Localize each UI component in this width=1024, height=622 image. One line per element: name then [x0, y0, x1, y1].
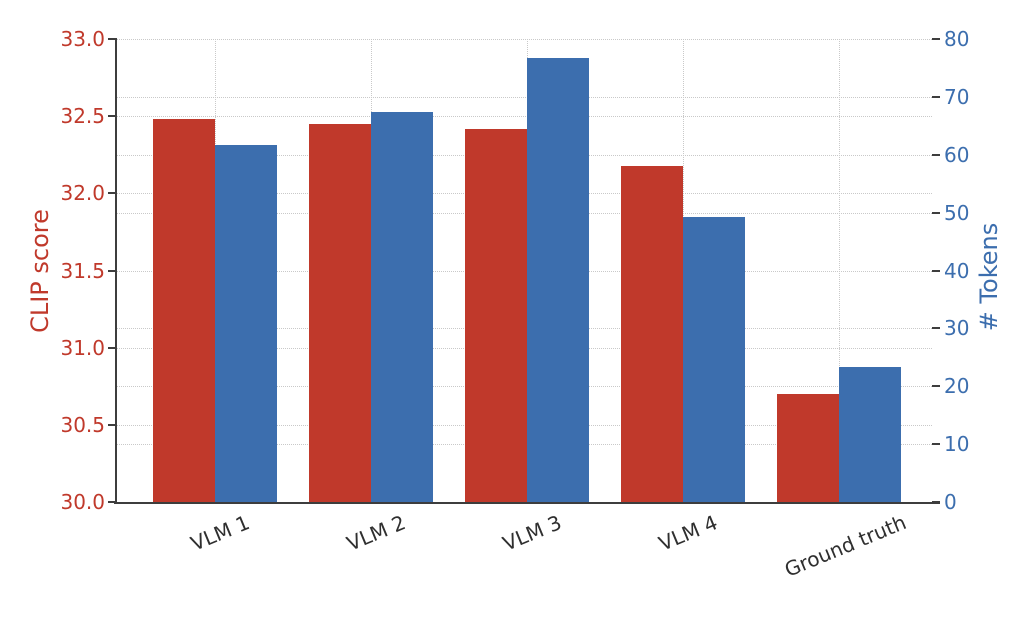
h-gridline	[116, 212, 932, 214]
right-tick-label: 40	[944, 258, 970, 283]
right-tick-mark	[932, 95, 940, 98]
right-tick-label: 10	[944, 432, 970, 457]
right-tick-label: 30	[944, 316, 970, 341]
bottom-axis-spine	[114, 502, 940, 504]
right-tick-label: 60	[944, 142, 970, 167]
x-tick-label: VLM 2	[343, 510, 409, 556]
h-gridline	[116, 270, 932, 272]
right-tick-mark	[932, 211, 940, 214]
h-gridline	[116, 154, 932, 156]
v-gridline	[839, 39, 840, 502]
left-axis-spine	[114, 38, 117, 504]
v-gridline	[215, 39, 216, 502]
right-tick-mark	[932, 327, 940, 330]
x-tick-label: Ground truth	[780, 510, 910, 582]
bar-clip-score	[153, 119, 215, 502]
left-tick-label: 30.5	[60, 412, 105, 437]
bar-tokens	[683, 217, 745, 502]
h-gridline	[116, 328, 932, 330]
right-tick-label: 20	[944, 374, 970, 399]
bar-clip-score	[621, 165, 683, 502]
bar-clip-score	[777, 393, 839, 502]
h-gridline	[116, 386, 932, 388]
left-tick-label: 32.5	[60, 104, 105, 129]
bar-clip-score	[465, 128, 527, 502]
bar-tokens	[215, 144, 277, 502]
bar-tokens	[839, 367, 901, 502]
left-tick-label: 30.0	[60, 490, 105, 514]
h-gridline	[116, 444, 932, 446]
h-gridline	[116, 193, 932, 195]
x-tick-label: VLM 1	[187, 510, 253, 556]
left-tick-label: 31.5	[60, 258, 105, 283]
h-gridline	[116, 347, 932, 349]
h-gridline	[116, 424, 932, 426]
h-gridline	[116, 39, 932, 40]
x-tick-label: VLM 3	[499, 510, 565, 556]
v-gridline	[683, 39, 684, 502]
left-tick-label: 33.0	[60, 27, 105, 51]
h-gridline	[116, 270, 932, 272]
bar-clip-score	[309, 123, 371, 502]
right-tick-mark	[932, 443, 940, 446]
left-axis-title: CLIP score	[26, 209, 54, 333]
right-axis-title: # Tokens	[975, 222, 1003, 332]
right-tick-label: 80	[944, 27, 970, 51]
h-gridline	[116, 96, 932, 98]
h-gridline	[116, 39, 932, 40]
x-tick-label: VLM 4	[655, 510, 721, 556]
right-tick-label: 70	[944, 84, 970, 109]
v-gridline	[527, 39, 528, 502]
right-tick-label: 0	[944, 490, 957, 514]
left-tick-label: 32.0	[60, 181, 105, 206]
right-tick-mark	[932, 385, 940, 388]
right-tick-label: 50	[944, 200, 970, 225]
right-tick-mark	[932, 38, 940, 40]
h-gridline	[116, 116, 932, 118]
right-tick-mark	[932, 153, 940, 156]
left-tick-label: 31.0	[60, 335, 105, 360]
right-tick-mark	[932, 269, 940, 272]
bar-tokens	[527, 57, 589, 502]
bar-tokens	[371, 111, 433, 502]
v-gridline	[371, 39, 372, 502]
